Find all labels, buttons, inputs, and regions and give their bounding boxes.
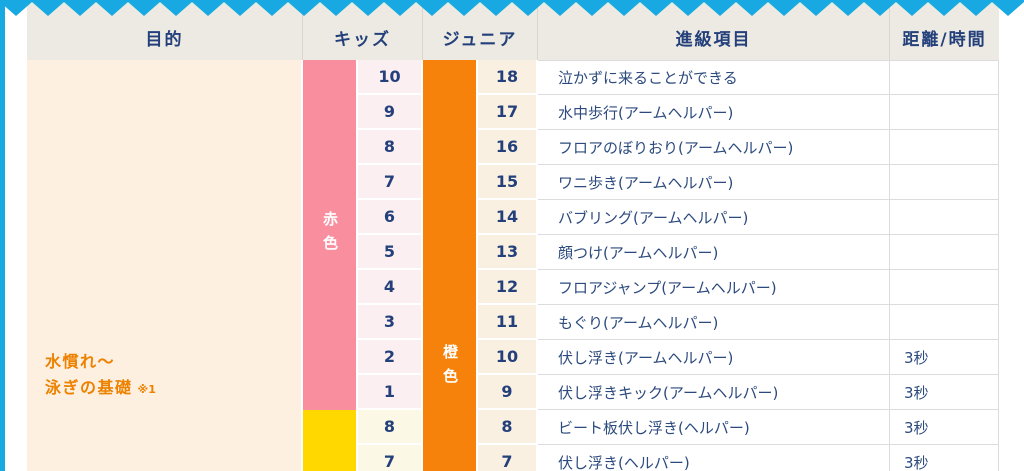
distance-time bbox=[890, 200, 999, 235]
skill-item: フロアジャンプ(アームヘルパー) bbox=[538, 270, 890, 305]
skill-item: もぐり(アームヘルパー) bbox=[538, 305, 890, 340]
table-body: 水慣れ〜 泳ぎの基礎 ※1 赤色 橙色 10 9 8 7 6 5 4 3 2 1 … bbox=[27, 60, 999, 471]
skill-item: ワニ歩き(アームヘルパー) bbox=[538, 165, 890, 200]
kids-level: 3 bbox=[358, 305, 423, 340]
purpose-note: ※1 bbox=[137, 383, 156, 396]
skill-item: フロアのぼりおり(アームヘルパー) bbox=[538, 130, 890, 165]
skill-item: 水中歩行(アームヘルパー) bbox=[538, 95, 890, 130]
skill-item: 伏し浮きキック(アームヘルパー) bbox=[538, 375, 890, 410]
kids-level: 5 bbox=[358, 235, 423, 270]
purpose-label: 水慣れ〜 泳ぎの基礎 ※1 bbox=[45, 349, 156, 403]
junior-level: 11 bbox=[478, 305, 538, 340]
junior-level: 13 bbox=[478, 235, 538, 270]
left-accent-stripe bbox=[0, 0, 5, 471]
distance-time bbox=[890, 60, 999, 95]
junior-level: 17 bbox=[478, 95, 538, 130]
kids-level: 2 bbox=[358, 340, 423, 375]
distance-time bbox=[890, 95, 999, 130]
skill-item: 顔つけ(アームヘルパー) bbox=[538, 235, 890, 270]
kids-level: 8 bbox=[358, 130, 423, 165]
kids-level: 4 bbox=[358, 270, 423, 305]
header-purpose: 目的 bbox=[27, 2, 303, 60]
junior-level: 16 bbox=[478, 130, 538, 165]
distance-time bbox=[890, 235, 999, 270]
junior-level: 12 bbox=[478, 270, 538, 305]
distance-time bbox=[890, 305, 999, 340]
junior-level: 9 bbox=[478, 375, 538, 410]
header-junior: ジュニア bbox=[423, 2, 538, 60]
kids-level: 9 bbox=[358, 95, 423, 130]
kids-yellow-band bbox=[303, 410, 358, 471]
distance-time: 3秒 bbox=[890, 340, 999, 375]
junior-level: 18 bbox=[478, 60, 538, 95]
distance-time bbox=[890, 130, 999, 165]
header-distance: 距離/時間 bbox=[902, 29, 987, 50]
level-table: 目的 キッズ ジュニア 進級項目 距離/時間 水慣れ〜 泳ぎの基礎 ※1 赤色 橙… bbox=[27, 2, 999, 471]
header-kids: キッズ bbox=[303, 2, 423, 60]
junior-level: 10 bbox=[478, 340, 538, 375]
kids-red-band: 赤色 bbox=[303, 60, 358, 410]
orange-band-label: 橙色 bbox=[441, 344, 459, 392]
kids-level: 1 bbox=[358, 375, 423, 410]
kids-level: 6 bbox=[358, 200, 423, 235]
skill-item: ビート板伏し浮き(ヘルパー) bbox=[538, 410, 890, 445]
junior-level: 7 bbox=[478, 445, 538, 471]
red-band-label: 赤色 bbox=[321, 211, 339, 259]
skill-item: バブリング(アームヘルパー) bbox=[538, 200, 890, 235]
distance-time: 3秒 bbox=[890, 410, 999, 445]
purpose-line2: 泳ぎの基礎 bbox=[45, 378, 133, 397]
skill-item: 泣かずに来ることができる bbox=[538, 60, 890, 95]
junior-level: 8 bbox=[478, 410, 538, 445]
header-items: 進級項目 bbox=[538, 2, 890, 60]
junior-orange-band: 橙色 bbox=[423, 60, 478, 471]
table-header-row: 目的 キッズ ジュニア 進級項目 距離/時間 bbox=[27, 2, 999, 60]
distance-time bbox=[890, 165, 999, 200]
skill-item: 伏し浮き(ヘルパー) bbox=[538, 445, 890, 471]
purpose-cell: 水慣れ〜 泳ぎの基礎 ※1 bbox=[27, 60, 303, 471]
junior-level: 14 bbox=[478, 200, 538, 235]
kids-level: 10 bbox=[358, 60, 423, 95]
distance-time: 3秒 bbox=[890, 445, 999, 471]
skill-item: 伏し浮き(アームヘルパー) bbox=[538, 340, 890, 375]
zigzag-border-icon bbox=[0, 0, 1024, 16]
kids-level: 8 bbox=[358, 410, 423, 445]
distance-time: 3秒 bbox=[890, 375, 999, 410]
kids-level: 7 bbox=[358, 165, 423, 200]
junior-level: 15 bbox=[478, 165, 538, 200]
purpose-line1: 水慣れ〜 bbox=[45, 352, 116, 371]
kids-level: 7 bbox=[358, 445, 423, 471]
distance-time bbox=[890, 270, 999, 305]
